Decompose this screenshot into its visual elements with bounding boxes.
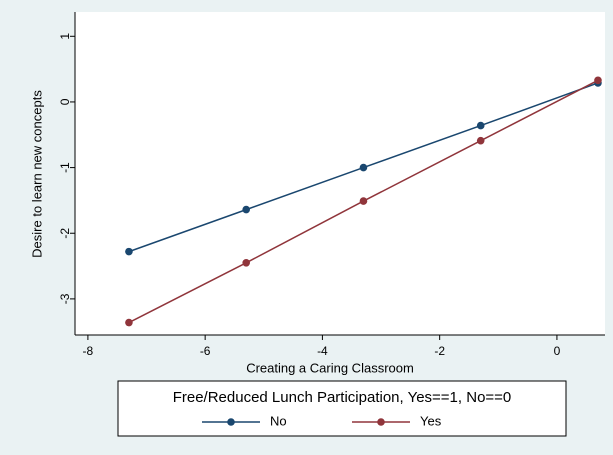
x-axis-title: Creating a Caring Classroom: [246, 360, 414, 375]
point: [594, 76, 602, 85]
x-tick-label: -6: [200, 344, 211, 358]
legend-marker: [227, 418, 235, 426]
point: [125, 318, 133, 327]
point: [359, 197, 368, 205]
point: [125, 247, 133, 256]
legend-label: No: [270, 413, 287, 428]
legend-marker: [377, 418, 385, 426]
x-tick-label: -2: [434, 344, 445, 358]
plot-area: [75, 12, 605, 335]
y-tick-label: 0: [58, 98, 72, 105]
legend-title: Free/Reduced Lunch Participation, Yes==1…: [173, 389, 512, 406]
point: [242, 258, 250, 267]
x-tick-label: 0: [554, 344, 561, 358]
x-tick-label: -4: [317, 344, 328, 358]
legend-box: [117, 380, 567, 437]
y-tick-label: -2: [58, 228, 72, 239]
point: [476, 121, 485, 130]
point: [242, 205, 250, 214]
y-tick-label: -3: [58, 293, 72, 304]
legend-label: Yes: [420, 413, 442, 428]
point: [476, 136, 485, 145]
y-tick-label: 1: [58, 33, 72, 40]
point: [359, 163, 368, 172]
y-tick-label: -1: [58, 162, 72, 173]
y-axis-title: Desire to learn new concepts: [29, 90, 44, 258]
x-tick-label: -8: [83, 344, 94, 358]
